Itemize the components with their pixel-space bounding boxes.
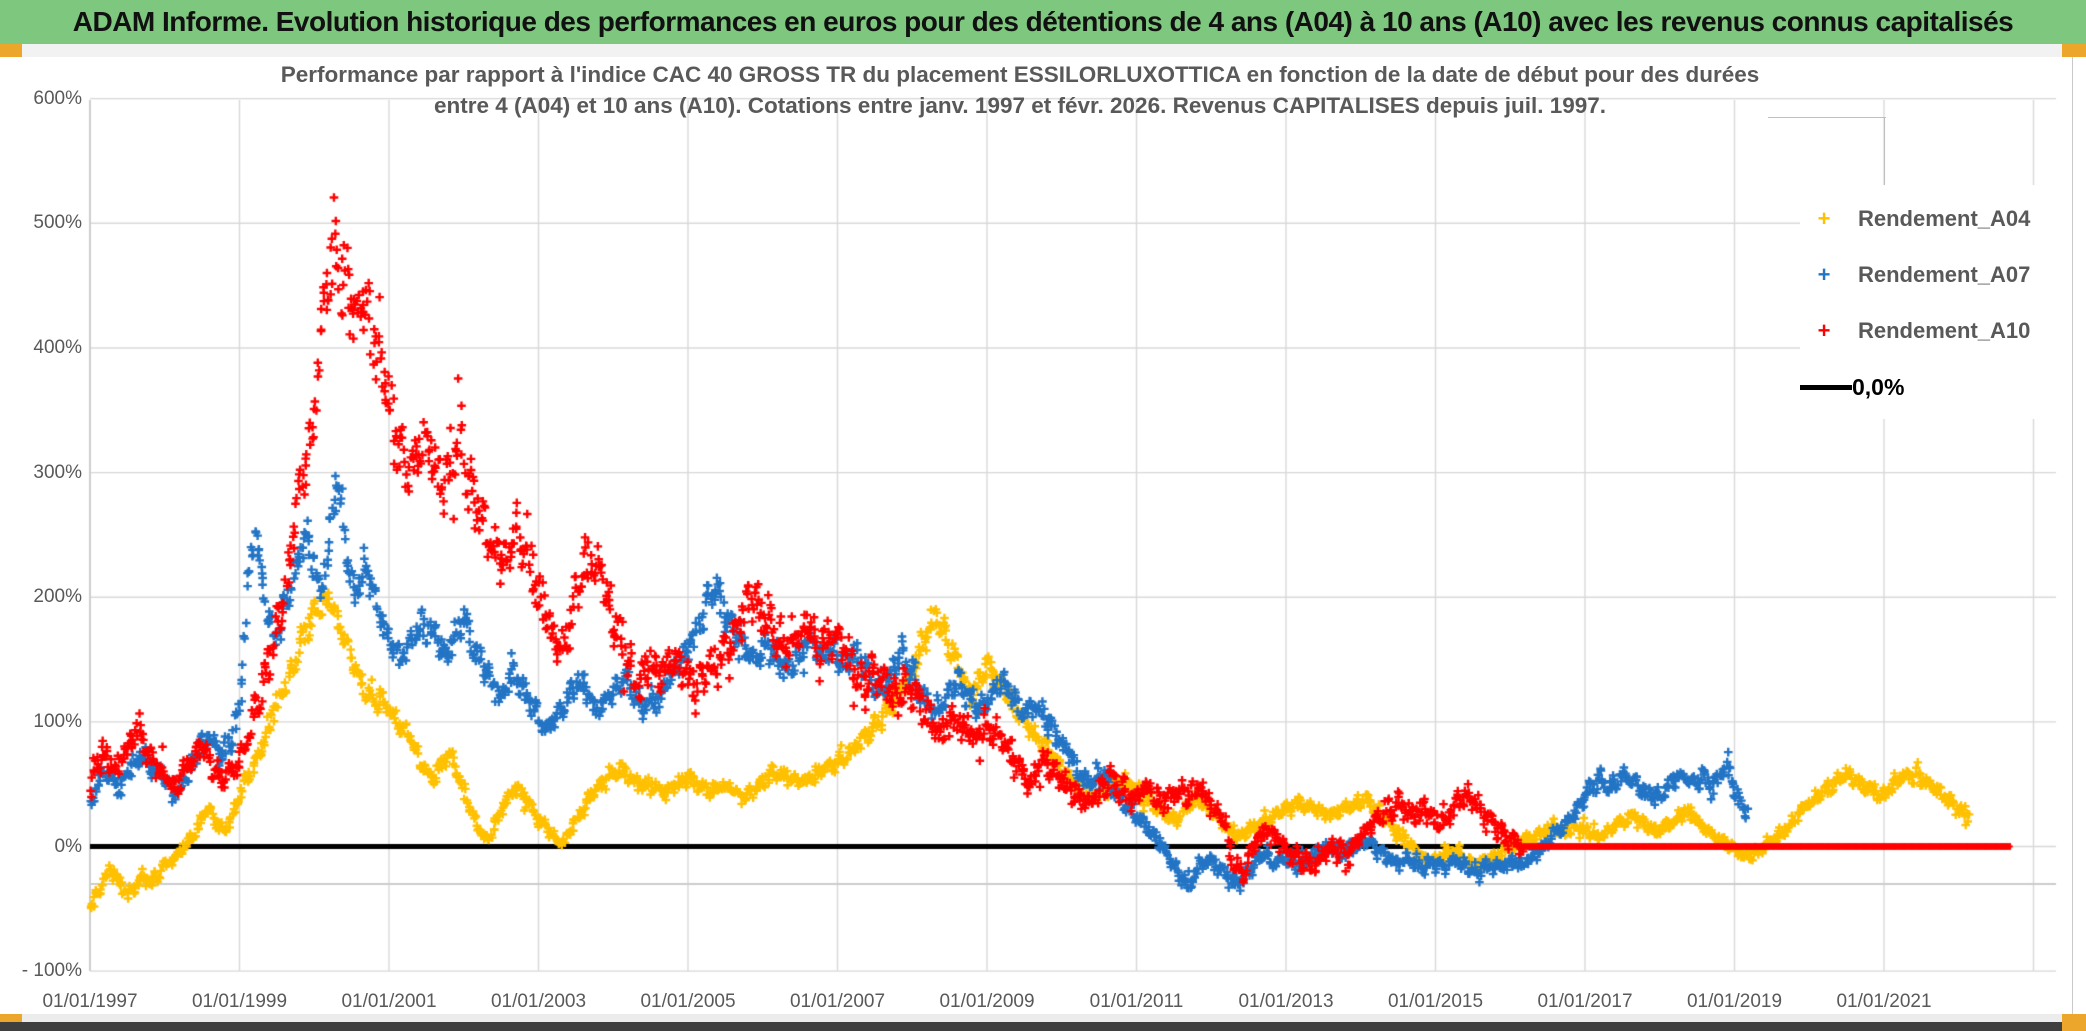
x-axis-tick-label: 01/01/2011 bbox=[1089, 991, 1184, 1012]
sheet-right-border bbox=[2072, 57, 2073, 1014]
x-axis-tick-label: 01/01/2021 bbox=[1836, 991, 1932, 1012]
y-axis-tick-label: 200% bbox=[33, 586, 82, 608]
x-axis-tick-label: 01/01/2001 bbox=[341, 991, 437, 1012]
legend-item-rendement-a10[interactable]: + Rendement_A10 bbox=[1800, 303, 2066, 359]
legend-item-label: Rendement_A04 bbox=[1858, 206, 2031, 231]
legend-item-rendement-a07[interactable]: + Rendement_A07 bbox=[1800, 247, 2066, 303]
performance-scatter-canvas bbox=[0, 57, 2086, 1014]
gold-corner-bottom-left bbox=[0, 1014, 22, 1022]
chart-title-line1: Performance par rapport à l'indice CAC 4… bbox=[280, 62, 1760, 87]
x-axis-tick-label: 01/01/2003 bbox=[490, 991, 587, 1012]
legend-item-rendement-a04[interactable]: + Rendement_A04 bbox=[1800, 191, 2066, 247]
y-axis-tick-label: 0% bbox=[54, 835, 82, 857]
plus-marker-icon: + bbox=[1817, 318, 1831, 343]
x-axis-tick-label: 01/01/2019 bbox=[1686, 991, 1783, 1012]
title-leader-line-horizontal bbox=[1768, 117, 1886, 118]
title-leader-line-vertical bbox=[1884, 117, 1885, 185]
gold-corner-top-right bbox=[2062, 44, 2086, 57]
y-axis-tick-label: 300% bbox=[33, 461, 82, 483]
header-sub-strip bbox=[0, 44, 2086, 57]
x-axis-tick-label: 01/01/2015 bbox=[1387, 991, 1484, 1012]
header-bar: ADAM Informe. Evolution historique des p… bbox=[0, 0, 2086, 44]
gold-corner-bottom-right bbox=[2062, 1014, 2086, 1031]
chart-legend[interactable]: + Rendement_A04 + Rendement_A07 + Rendement_A… bbox=[1800, 185, 2066, 419]
y-axis-tick-label: 500% bbox=[33, 212, 82, 234]
x-axis-tick-label: 01/01/2009 bbox=[939, 991, 1035, 1012]
page-title: ADAM Informe. Evolution historique des p… bbox=[72, 6, 2014, 37]
legend-item-label: Rendement_A07 bbox=[1858, 262, 2031, 287]
plus-marker-icon: + bbox=[1817, 206, 1831, 231]
x-axis-tick-label: 01/01/1997 bbox=[42, 991, 138, 1012]
chart-area: Performance par rapport à l'indice CAC 4… bbox=[0, 57, 2086, 1014]
plus-marker-icon: + bbox=[1817, 262, 1831, 287]
legend-item-label: Rendement_A10 bbox=[1858, 318, 2031, 343]
y-axis-tick-label: 400% bbox=[33, 336, 82, 358]
x-axis-tick-label: 01/01/2017 bbox=[1537, 991, 1633, 1012]
x-axis-tick-label: 01/01/2005 bbox=[640, 991, 736, 1012]
x-axis-tick-label: 01/01/2007 bbox=[789, 991, 886, 1012]
legend-item-0-0-[interactable]: 0,0% bbox=[1800, 359, 2066, 415]
x-axis-tick-label: 01/01/2013 bbox=[1238, 991, 1334, 1012]
y-axis-tick-label: 600% bbox=[33, 87, 82, 109]
legend-item-label: 0,0% bbox=[1852, 373, 1905, 400]
x-axis-tick-label: 01/01/1999 bbox=[191, 991, 288, 1012]
zero-line-sample-icon bbox=[1800, 384, 1852, 390]
gold-corner-top-left bbox=[0, 44, 22, 57]
chart-title: Performance par rapport à l'indice CAC 4… bbox=[90, 59, 1950, 121]
chart-title-line2: entre 4 (A04) et 10 ans (A10). Cotations… bbox=[433, 93, 1607, 118]
bottom-strip bbox=[0, 1014, 2086, 1022]
y-axis-tick-label: 100% bbox=[33, 710, 82, 732]
bottom-bar bbox=[0, 1022, 2086, 1031]
y-axis-tick-label: - 100% bbox=[21, 960, 82, 982]
